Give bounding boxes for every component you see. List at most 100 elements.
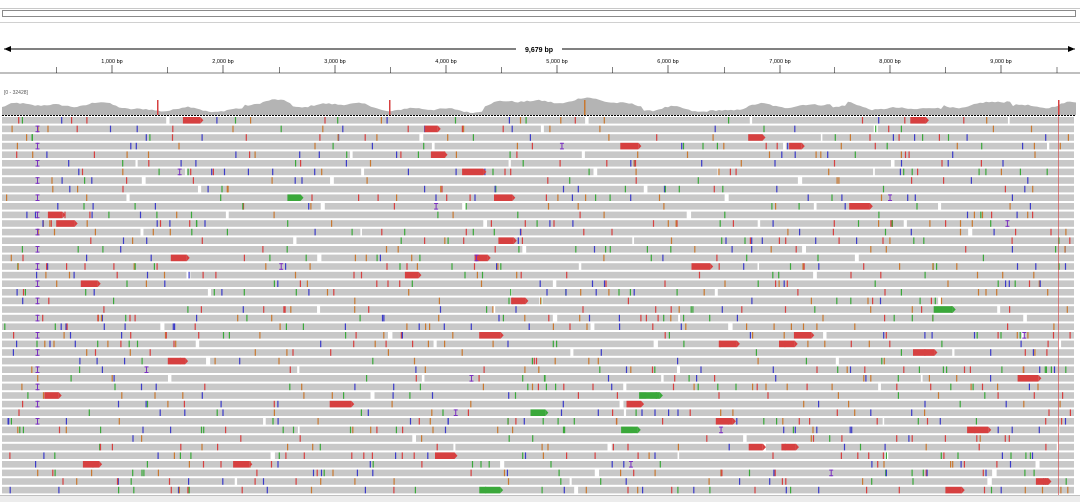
read[interactable] <box>210 357 836 365</box>
read[interactable] <box>954 349 1074 356</box>
read[interactable] <box>626 409 1074 416</box>
read[interactable] <box>877 125 1074 133</box>
read[interactable] <box>636 426 1058 434</box>
read[interactable] <box>2 383 624 391</box>
read[interactable] <box>728 194 1074 201</box>
read[interactable] <box>299 366 677 373</box>
read[interactable] <box>571 478 988 485</box>
read[interactable] <box>941 297 1074 305</box>
read[interactable] <box>324 203 463 210</box>
read[interactable] <box>581 263 758 270</box>
read[interactable] <box>1000 306 1074 313</box>
read[interactable] <box>374 392 647 399</box>
read[interactable] <box>880 383 1074 391</box>
read[interactable] <box>765 443 1057 451</box>
read[interactable] <box>647 185 1074 193</box>
read[interactable] <box>2 211 226 219</box>
read[interactable] <box>2 134 420 141</box>
read[interactable] <box>1026 314 1074 322</box>
read[interactable] <box>510 160 891 167</box>
read[interactable] <box>874 168 1074 176</box>
read[interactable] <box>679 366 1074 373</box>
read[interactable] <box>1039 461 1074 468</box>
read[interactable] <box>320 306 494 313</box>
read[interactable] <box>2 263 579 270</box>
read[interactable] <box>2 392 371 399</box>
read[interactable] <box>2 246 523 253</box>
read[interactable] <box>495 306 998 313</box>
read[interactable] <box>361 228 969 236</box>
read[interactable] <box>802 177 1074 184</box>
read[interactable] <box>991 478 1074 485</box>
read[interactable] <box>543 125 874 133</box>
read[interactable] <box>296 237 633 244</box>
read[interactable] <box>2 151 351 158</box>
read[interactable] <box>2 400 620 408</box>
read[interactable] <box>888 452 1074 459</box>
coverage-track[interactable]: [0 - 32428] <box>0 88 1080 116</box>
read[interactable] <box>826 332 1022 339</box>
read[interactable] <box>164 323 591 330</box>
read[interactable] <box>2 220 484 227</box>
read[interactable] <box>2 357 207 365</box>
read[interactable] <box>210 289 511 296</box>
read[interactable] <box>2 375 168 382</box>
read[interactable] <box>228 211 687 219</box>
chromosome-ideogram[interactable] <box>2 10 1076 17</box>
read[interactable] <box>434 142 784 150</box>
read[interactable] <box>1059 426 1074 434</box>
read[interactable] <box>732 323 1074 330</box>
read[interactable] <box>760 220 904 227</box>
read[interactable] <box>423 134 821 141</box>
read[interactable] <box>858 254 1074 262</box>
read[interactable] <box>2 228 141 236</box>
read[interactable] <box>2 418 264 425</box>
read[interactable] <box>884 418 1074 425</box>
read[interactable] <box>415 435 744 442</box>
read[interactable] <box>2 142 432 150</box>
read[interactable] <box>145 177 331 184</box>
read[interactable] <box>2 469 595 477</box>
read[interactable] <box>2 297 540 305</box>
read[interactable] <box>691 211 1074 219</box>
read[interactable] <box>746 435 1074 442</box>
read[interactable] <box>2 409 624 416</box>
read[interactable] <box>588 117 750 124</box>
read[interactable] <box>816 203 939 210</box>
read[interactable] <box>487 220 758 227</box>
read[interactable] <box>237 478 570 485</box>
read[interactable] <box>805 246 1074 253</box>
read[interactable] <box>759 263 1074 270</box>
read[interactable] <box>333 177 798 184</box>
read[interactable] <box>2 435 413 442</box>
read[interactable] <box>922 375 1074 382</box>
read[interactable] <box>392 332 824 339</box>
read[interactable] <box>2 443 454 451</box>
read[interactable] <box>352 151 582 158</box>
read[interactable] <box>455 443 608 451</box>
read[interactable] <box>556 280 1074 287</box>
read[interactable] <box>511 289 715 296</box>
read[interactable] <box>972 228 1074 236</box>
read[interactable] <box>1049 142 1074 150</box>
read[interactable] <box>143 228 361 236</box>
read[interactable] <box>2 323 161 330</box>
read[interactable] <box>2 237 294 244</box>
read[interactable] <box>838 357 1074 365</box>
read[interactable] <box>785 142 1047 150</box>
read[interactable] <box>649 392 1074 399</box>
read[interactable] <box>573 349 953 356</box>
read[interactable] <box>137 160 509 167</box>
read[interactable] <box>466 203 814 210</box>
read[interactable] <box>171 375 422 382</box>
read[interactable] <box>816 271 1074 279</box>
read[interactable] <box>1058 443 1074 451</box>
read[interactable] <box>2 366 298 373</box>
read[interactable] <box>504 461 1036 468</box>
read[interactable] <box>2 194 127 201</box>
read[interactable] <box>2 349 571 356</box>
read[interactable] <box>274 452 678 459</box>
read[interactable] <box>894 160 1074 167</box>
read[interactable] <box>941 203 1074 210</box>
read[interactable] <box>190 271 814 279</box>
